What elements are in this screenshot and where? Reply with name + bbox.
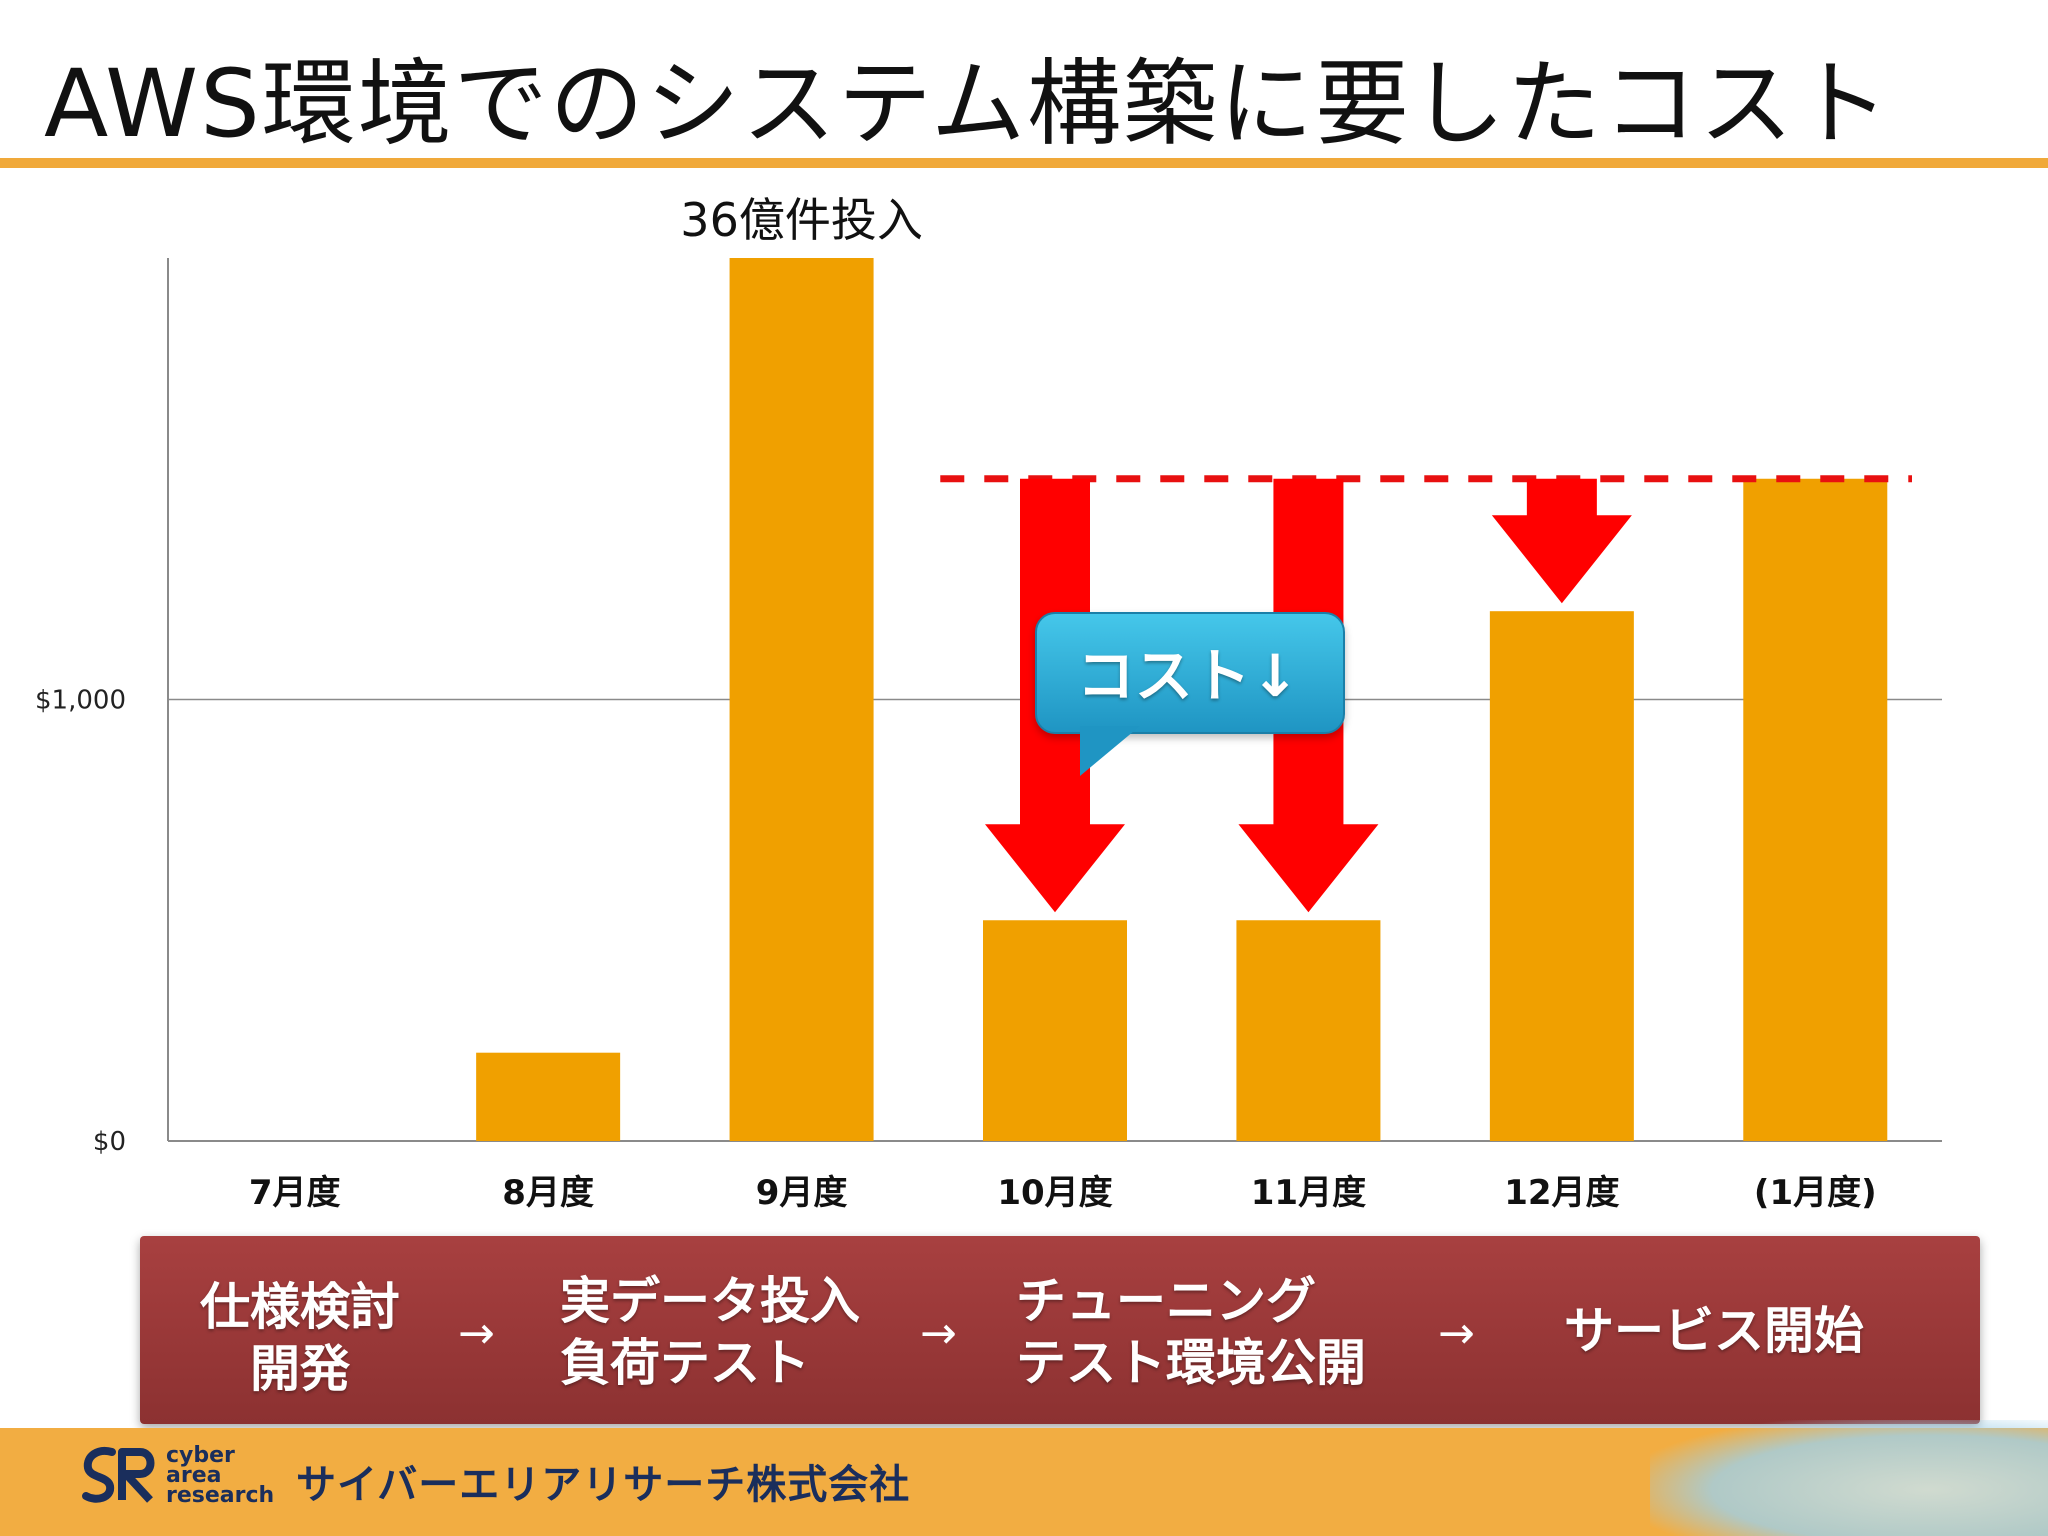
bar xyxy=(1489,611,1634,1141)
bar xyxy=(1236,920,1381,1141)
company-logo-icon xyxy=(82,1447,155,1503)
phase-spec-dev: 仕様検討 開発 xyxy=(180,1276,420,1400)
cost-reduction-arrow xyxy=(1491,478,1632,604)
phase-arrow: → xyxy=(458,1308,495,1359)
bar xyxy=(476,1052,621,1141)
company-name: サイバーエリアリサーチ株式会社 xyxy=(296,1462,911,1508)
x-category-label: 11月度 xyxy=(1251,1173,1366,1213)
title-rule xyxy=(0,158,2048,168)
cost-bar-chart: $0 $1,000 7月度 8月度 9月度 10月度 11月度 12月度 (1月度) 36億件投… xyxy=(35,193,1942,1213)
cost-callout-bubble xyxy=(1035,612,1345,734)
footer-map-decoration xyxy=(1650,1420,2048,1536)
phase-line: チューニング xyxy=(1016,1272,1316,1330)
bar xyxy=(983,920,1127,1141)
phase-line: 負荷テスト xyxy=(560,1334,810,1392)
bar xyxy=(1743,478,1888,1141)
logo-word: research xyxy=(166,1483,275,1508)
bar xyxy=(729,258,874,1141)
x-category-label: 9月度 xyxy=(756,1173,848,1213)
phase-line: テスト環境公開 xyxy=(1016,1334,1366,1392)
logo-word: cyber xyxy=(166,1443,235,1468)
x-category-label: 12月度 xyxy=(1504,1173,1619,1213)
cost-callout-tail xyxy=(1080,726,1140,776)
phase-data-load-test: 実データ投入 負荷テスト xyxy=(560,1270,860,1394)
logo-word: area xyxy=(166,1463,222,1488)
bar-annotation: 36億件投入 xyxy=(680,193,923,247)
x-category-label: 10月度 xyxy=(997,1173,1112,1213)
phase-line: 開発 xyxy=(250,1340,350,1398)
phase-tuning-test-env: チューニング テスト環境公開 xyxy=(1016,1270,1366,1394)
y-tick-label: $0 xyxy=(93,1127,126,1157)
cost-callout-text: コスト↓ xyxy=(1076,642,1300,710)
phase-arrow: → xyxy=(920,1308,957,1359)
phase-line: 仕様検討 xyxy=(200,1278,400,1336)
phase-arrow: → xyxy=(1438,1308,1475,1359)
x-category-label: 8月度 xyxy=(502,1173,594,1213)
slide-title: AWS環境でのシステム構築に要したコスト xyxy=(44,50,1891,159)
phase-timeline-bar: 仕様検討 開発 → 実データ投入 負荷テスト → チューニング テスト環境公開 … xyxy=(140,1236,1980,1424)
phase-line: サービス開始 xyxy=(1564,1302,1864,1360)
phase-service-start: サービス開始 xyxy=(1564,1300,1864,1362)
logo-wordmark: cyber area research xyxy=(166,1443,275,1508)
phase-line: 実データ投入 xyxy=(560,1272,860,1330)
y-tick-label: $1,000 xyxy=(35,686,126,716)
x-category-label: (1月度) xyxy=(1754,1173,1877,1213)
x-category-label: 7月度 xyxy=(249,1173,341,1213)
